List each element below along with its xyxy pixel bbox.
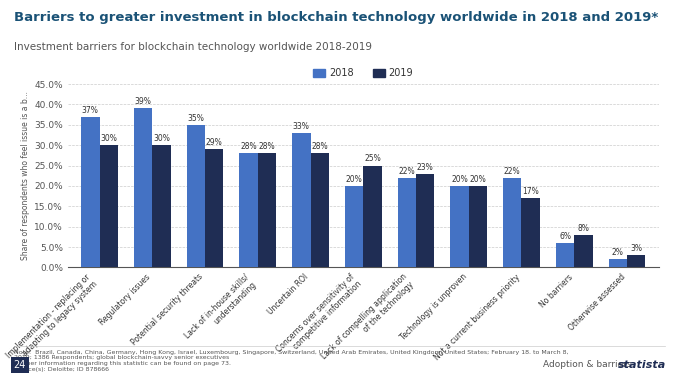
Y-axis label: Share of respondents who feel issue is a b...: Share of respondents who feel issue is a… — [21, 91, 30, 260]
Text: 20%: 20% — [470, 175, 486, 184]
Bar — [258, 153, 276, 267]
Bar — [416, 174, 435, 267]
Bar — [608, 259, 627, 267]
Bar — [397, 178, 416, 267]
Text: 39%: 39% — [134, 97, 151, 107]
Text: 3%: 3% — [630, 244, 642, 253]
Text: Note:  Brazil, Canada, China, Germany, Hong Kong, Israel, Luxembourg, Singapore,: Note: Brazil, Canada, China, Germany, Ho… — [14, 350, 568, 372]
Text: 30%: 30% — [100, 134, 117, 143]
Text: 20%: 20% — [451, 175, 468, 184]
Bar — [627, 255, 646, 267]
Text: 28%: 28% — [240, 142, 257, 151]
Text: statista: statista — [618, 360, 666, 370]
Text: 17%: 17% — [522, 187, 539, 196]
Bar — [187, 125, 205, 267]
Text: 28%: 28% — [259, 142, 275, 151]
Bar — [292, 133, 310, 267]
Bar — [469, 186, 488, 267]
Text: Adoption & barriers: Adoption & barriers — [543, 360, 632, 369]
Text: 22%: 22% — [399, 167, 415, 176]
Text: 23%: 23% — [417, 163, 434, 172]
Bar — [81, 117, 100, 267]
Bar — [345, 186, 363, 267]
Text: 35%: 35% — [187, 114, 204, 123]
Bar — [556, 243, 574, 267]
Text: 25%: 25% — [364, 154, 381, 163]
Bar — [134, 108, 152, 267]
Text: 37%: 37% — [82, 105, 98, 115]
Bar — [521, 198, 540, 267]
Bar — [503, 178, 521, 267]
Bar — [152, 145, 170, 267]
Text: 24: 24 — [14, 360, 26, 370]
Text: 28%: 28% — [312, 142, 328, 151]
Text: 20%: 20% — [346, 175, 363, 184]
Text: 2%: 2% — [612, 248, 624, 257]
Text: 29%: 29% — [206, 138, 223, 147]
Text: 6%: 6% — [559, 232, 571, 241]
Legend: 2018, 2019: 2018, 2019 — [310, 65, 416, 81]
Text: 8%: 8% — [578, 224, 589, 233]
Text: 22%: 22% — [504, 167, 521, 176]
Text: Investment barriers for blockchain technology worldwide 2018-2019: Investment barriers for blockchain techn… — [14, 42, 371, 52]
Text: Barriers to greater investment in blockchain technology worldwide in 2018 and 20: Barriers to greater investment in blockc… — [14, 11, 658, 24]
Bar — [574, 235, 593, 267]
Text: 30%: 30% — [153, 134, 170, 143]
Bar — [239, 153, 258, 267]
Bar — [100, 145, 118, 267]
Text: 33%: 33% — [293, 122, 310, 131]
Bar — [450, 186, 469, 267]
Bar — [363, 165, 382, 267]
Bar — [310, 153, 329, 267]
Bar — [205, 149, 223, 267]
